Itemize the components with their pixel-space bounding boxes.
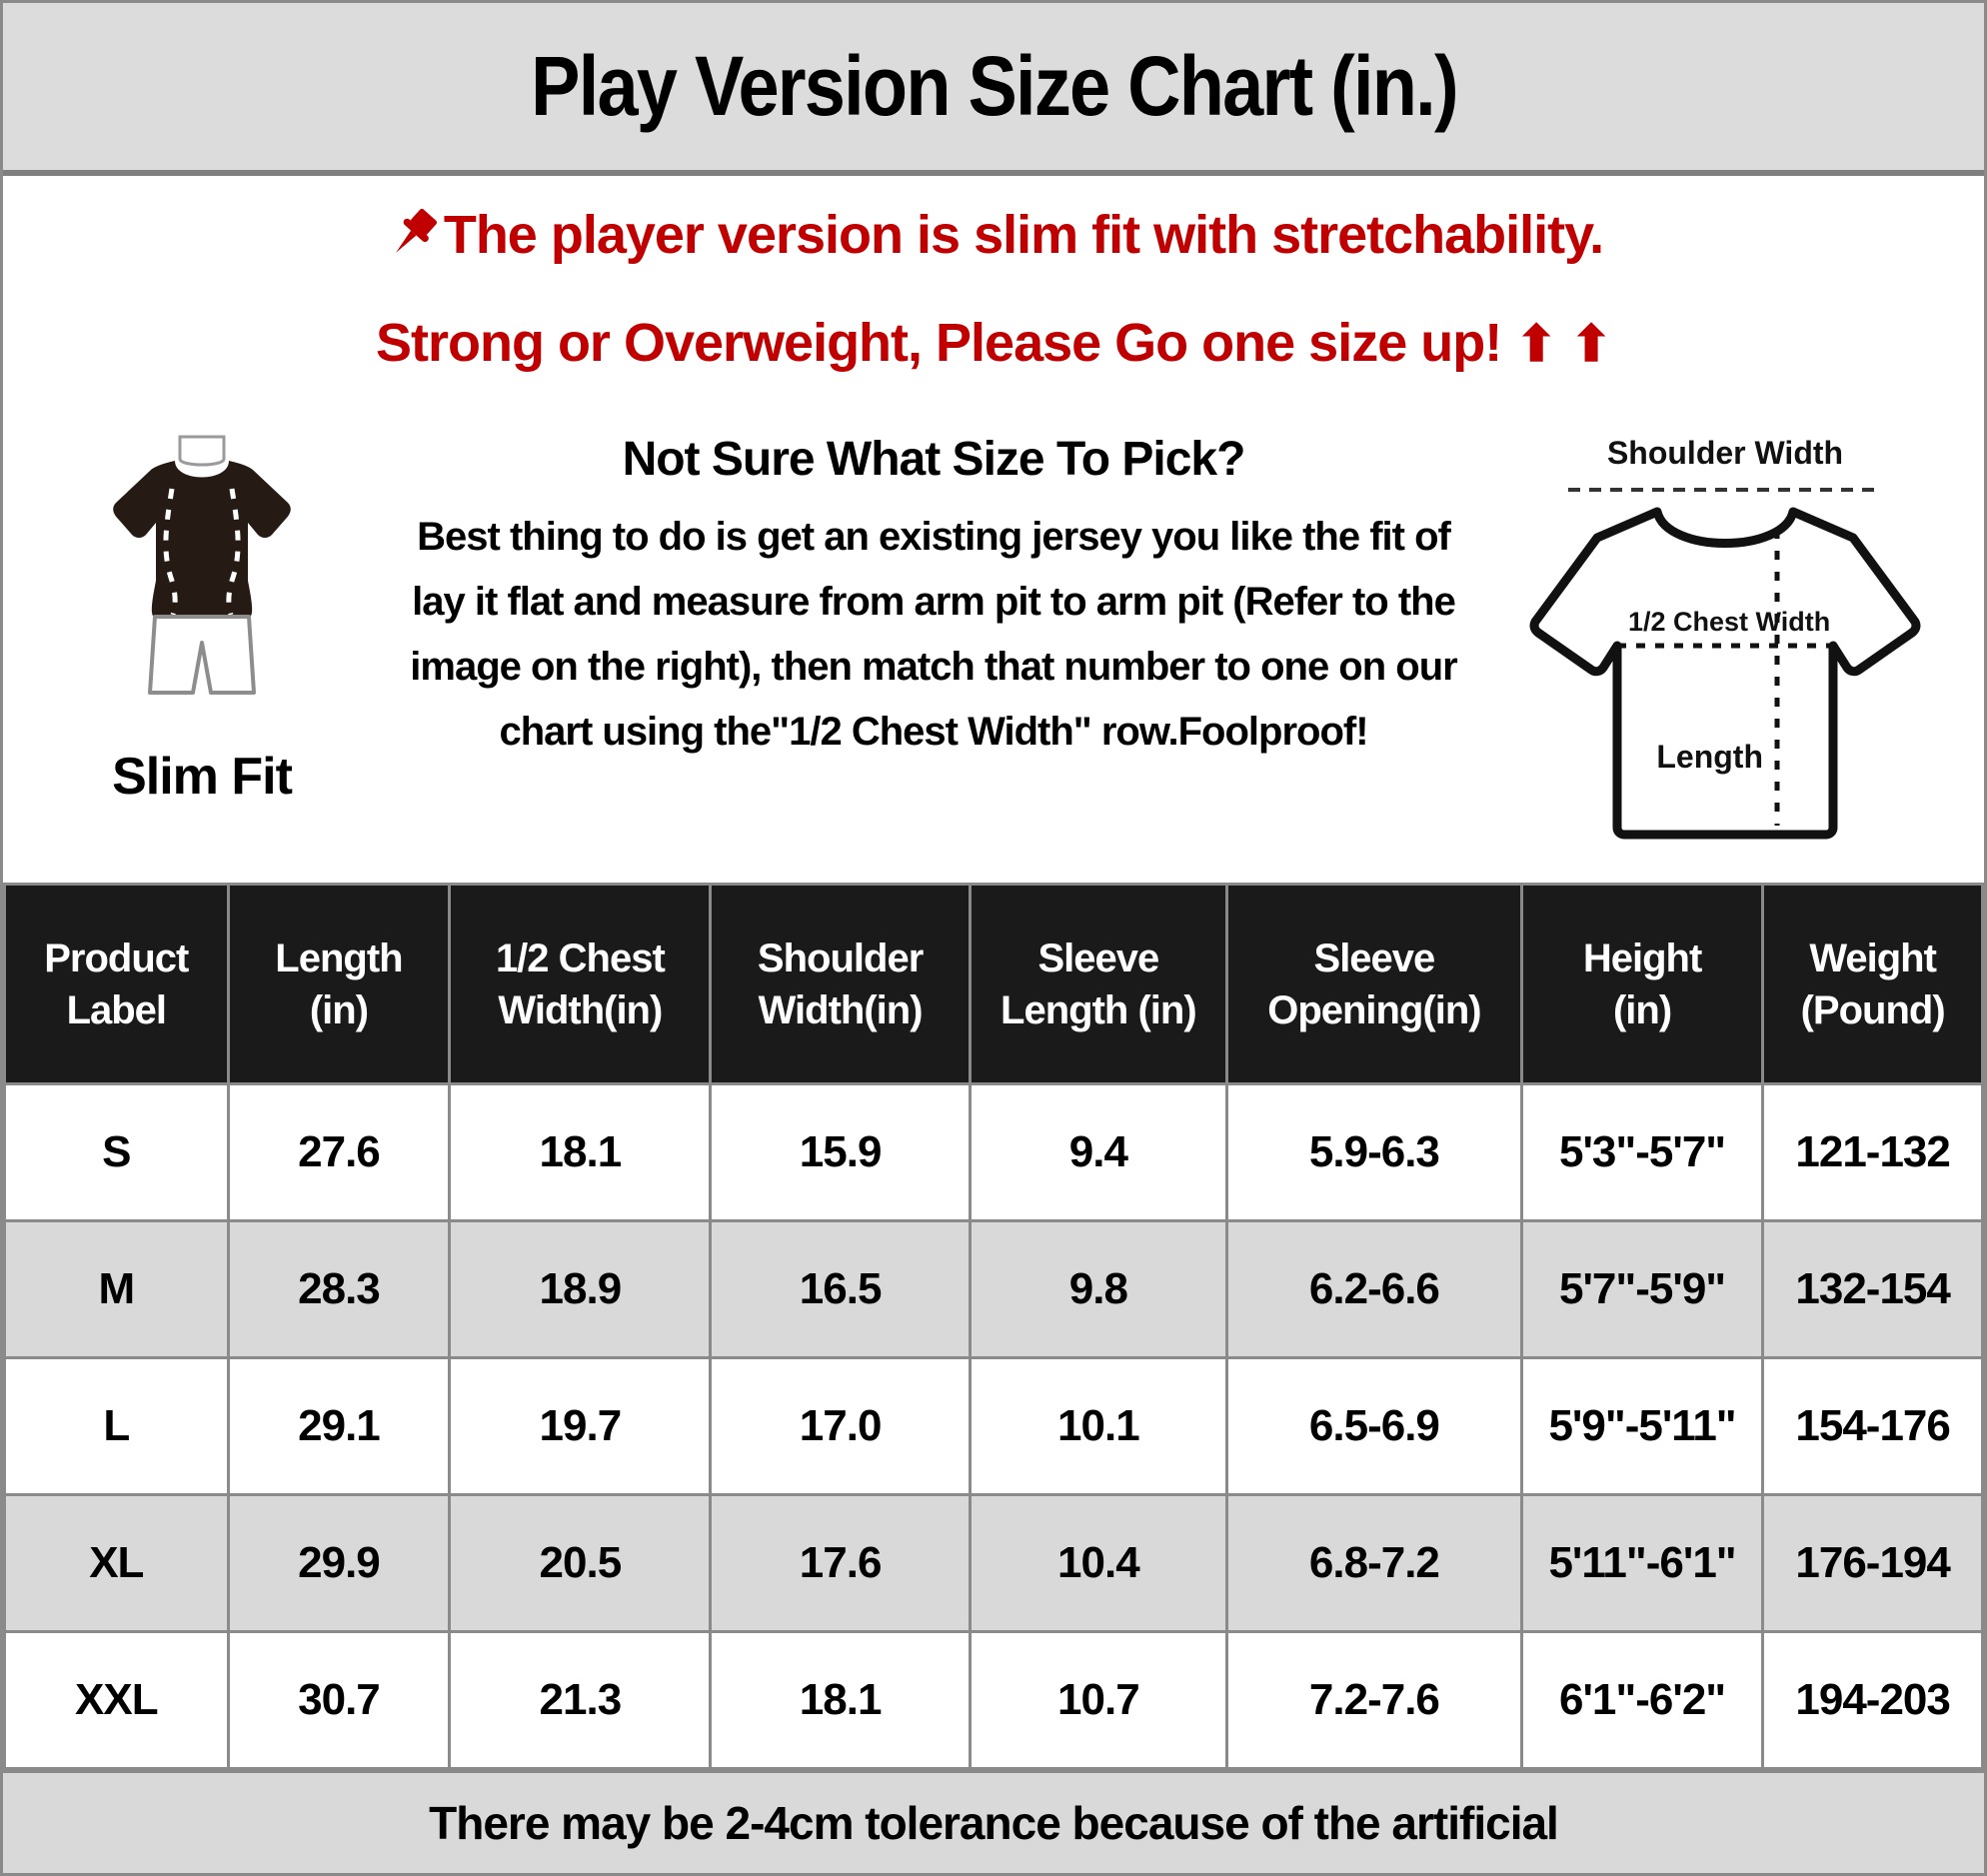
header-row: Product Label Length (in) 1/2 Chest Width(i…: [3, 883, 1984, 1085]
table-cell: 5.9-6.3: [1224, 1082, 1523, 1222]
table-cell: 6'1"-6'2": [1519, 1630, 1765, 1770]
tolerance-note: There may be 2-4cm tolerance because of …: [3, 1770, 1984, 1873]
table-cell: 6.5-6.9: [1224, 1356, 1523, 1496]
header-cell: Shoulder Width(in): [709, 883, 972, 1085]
size-table: Product Label Length (in) 1/2 Chest Width(i…: [3, 883, 1984, 1770]
table-cell: 29.9: [226, 1493, 452, 1633]
table-cell: 28.3: [226, 1219, 452, 1359]
up-arrow-icon: ⬆: [1515, 316, 1557, 373]
chest-width-label: 1/2 Chest Width: [1628, 607, 1830, 637]
slim-fit-column: Slim Fit: [37, 426, 367, 807]
length-label: Length: [1656, 739, 1763, 775]
info-row: Slim Fit Not Sure What Size To Pick? Bes…: [3, 426, 1984, 865]
table-cell: 7.2-7.6: [1224, 1630, 1523, 1770]
table-cell: 5'3"-5'7": [1519, 1082, 1765, 1222]
table-cell: 18.1: [709, 1630, 972, 1770]
table-cell: 194-203: [1761, 1630, 1984, 1770]
table-cell: 5'9"-5'11": [1519, 1356, 1765, 1496]
table-cell: 17.0: [709, 1356, 972, 1496]
table-cell: 27.6: [226, 1082, 452, 1222]
tolerance-text: There may be 2-4cm tolerance because of …: [429, 1797, 1559, 1849]
table-cell: 6.8-7.2: [1224, 1493, 1523, 1633]
table-cell: 16.5: [709, 1219, 972, 1359]
table-cell: 132-154: [1761, 1219, 1984, 1359]
table-cell: 10.1: [968, 1356, 1228, 1496]
notice-text-1: The player version is slim fit with stre…: [443, 205, 1604, 265]
content-section: The player version is slim fit with stre…: [3, 176, 1984, 883]
table-cell: 10.7: [968, 1630, 1228, 1770]
table-cell: 18.9: [448, 1219, 713, 1359]
size-guide-body: Best thing to do is get an existing jers…: [410, 515, 1457, 754]
table-cell: 9.4: [968, 1082, 1228, 1222]
up-arrow-icon: ⬆: [1570, 316, 1612, 373]
table-cell: 19.7: [448, 1356, 713, 1496]
table-cell: 20.5: [448, 1493, 713, 1633]
notice-text-2: Strong or Overweight, Please Go one size…: [375, 313, 1502, 374]
header-cell: Length (in): [226, 883, 452, 1085]
title-bar: Play Version Size Chart (in.): [3, 3, 1984, 176]
shoulder-width-label: Shoulder Width: [1607, 435, 1843, 471]
table-cell: 17.6: [709, 1493, 972, 1633]
measurement-diagram: Shoulder Width 1/2 Chest Width Length: [1500, 426, 1950, 865]
header-cell: Sleeve Opening(in): [1224, 883, 1523, 1085]
header-cell: Product Label: [3, 883, 230, 1085]
table-row-xxl: XXL 30.7 21.3 18.1 10.7 7.2-7.6 6'1"-6'2…: [3, 1630, 1984, 1770]
header-cell: Sleeve Length (in): [968, 883, 1228, 1085]
table-cell: 5'7"-5'9": [1519, 1219, 1765, 1359]
table-row-l: L 29.1 19.7 17.0 10.1 6.5-6.9 5'9"-5'11"…: [3, 1356, 1984, 1496]
table-cell: XL: [3, 1493, 230, 1633]
pushpin-icon: [384, 205, 442, 276]
table-cell: 176-194: [1761, 1493, 1984, 1633]
table-cell: 15.9: [709, 1082, 972, 1222]
table-cell: 29.1: [226, 1356, 452, 1496]
header-cell: Height (in): [1519, 883, 1765, 1085]
table-cell: M: [3, 1219, 230, 1359]
table-cell: 30.7: [226, 1630, 452, 1770]
notice-line-2: Strong or Overweight, Please Go one size…: [3, 312, 1984, 374]
table-cell: XXL: [3, 1630, 230, 1770]
table-cell: 9.8: [968, 1219, 1228, 1359]
table-cell: 5'11"-6'1": [1519, 1493, 1765, 1633]
size-guide-heading: Not Sure What Size To Pick?: [622, 433, 1246, 487]
table-cell: 154-176: [1761, 1356, 1984, 1496]
table-cell: 18.1: [448, 1082, 713, 1222]
table-cell: L: [3, 1356, 230, 1496]
slim-fit-figure-icon: [113, 435, 291, 696]
table-row-xl: XL 29.9 20.5 17.6 10.4 6.8-7.2 5'11"-6'1…: [3, 1493, 1984, 1633]
table-cell: 21.3: [448, 1630, 713, 1770]
header-cell: Weight (Pound): [1761, 883, 1984, 1085]
size-guide: Not Sure What Size To Pick? Best thing t…: [367, 426, 1500, 764]
notice-line-1: The player version is slim fit with stre…: [3, 204, 1984, 276]
table-cell: S: [3, 1082, 230, 1222]
table-cell: 10.4: [968, 1493, 1228, 1633]
slim-fit-label: Slim Fit: [112, 748, 293, 807]
tshirt-measure-icon: Shoulder Width 1/2 Chest Width Length: [1529, 435, 1921, 840]
table-row-m: M 28.3 18.9 16.5 9.8 6.2-6.6 5'7"-5'9" 1…: [3, 1219, 1984, 1359]
page-title: Play Version Size Chart (in.): [530, 39, 1458, 133]
table-row-s: S 27.6 18.1 15.9 9.4 5.9-6.3 5'3"-5'7" 1…: [3, 1082, 1984, 1222]
header-cell: 1/2 Chest Width(in): [448, 883, 713, 1085]
table-cell: 6.2-6.6: [1224, 1219, 1523, 1359]
table-cell: 121-132: [1761, 1082, 1984, 1222]
